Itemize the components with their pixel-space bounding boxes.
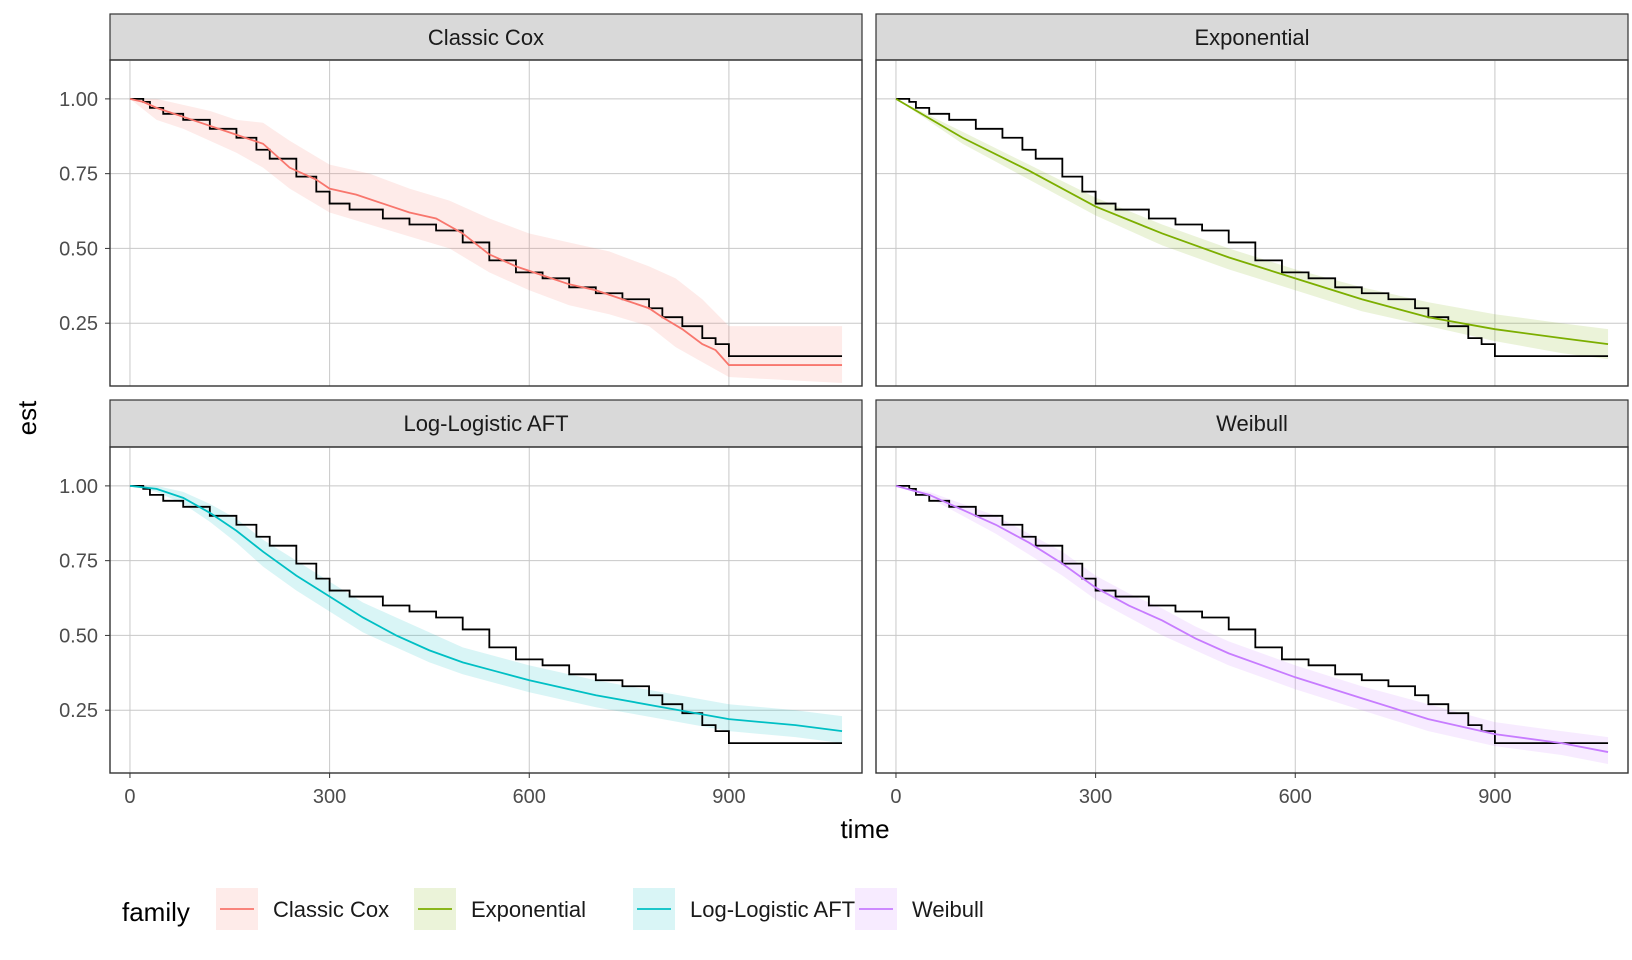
observed-km-line: [129, 97, 843, 357]
legend-title: family: [122, 897, 190, 927]
estimate-line: [129, 484, 843, 733]
confidence-band: [895, 98, 1609, 360]
estimate-line: [895, 485, 1609, 753]
observed-km-line: [895, 484, 1609, 744]
legend-item-log-logistic-aft: Log-Logistic AFT: [633, 888, 855, 930]
legend-label: Exponential: [471, 897, 586, 922]
panel-border: [875, 446, 1629, 774]
x-tick-label: 0: [124, 786, 135, 808]
y-tick-label: 0.25: [59, 313, 98, 335]
panel-strip-label: Classic Cox: [428, 25, 544, 50]
y-axis-title: est: [12, 400, 42, 435]
legend-item-weibull: Weibull: [855, 888, 984, 930]
y-tick-label: 1.00: [59, 476, 98, 498]
y-tick-label: 0.50: [59, 625, 98, 647]
panels-layer: Classic Cox Exponential Log-Logistic AFT We…: [109, 13, 1629, 774]
x-tick-label: 300: [313, 786, 346, 808]
y-tick-label: 0.50: [59, 238, 98, 260]
estimate-line: [129, 98, 843, 366]
observed-km-line: [129, 484, 843, 744]
panel-strip: [109, 399, 863, 448]
x-tick-label: 300: [1079, 786, 1112, 808]
x-tick-label: 600: [1279, 786, 1312, 808]
x-axis-title: time: [840, 814, 889, 844]
panel-log-logistic-aft: Log-Logistic AFT: [109, 399, 863, 774]
legend-label: Classic Cox: [273, 897, 389, 922]
panel-classic-cox: Classic Cox: [109, 13, 863, 387]
y-tick-label: 0.75: [59, 551, 98, 573]
panel-exponential: Exponential: [875, 13, 1629, 387]
panel-weibull: Weibull: [875, 399, 1629, 774]
legend-item-classic-cox: Classic Cox: [216, 888, 389, 930]
y-tick-label: 1.00: [59, 89, 98, 111]
confidence-band: [895, 485, 1609, 765]
confidence-band: [129, 98, 843, 384]
observed-km-line: [895, 97, 1609, 357]
axes-layer: 0.25 0.50 0.75 1.00 0.25 0.50 0.75 1.00 0 300 600 9…: [59, 89, 1512, 808]
panel-strip-label: Weibull: [1216, 411, 1288, 436]
panel-border: [875, 59, 1629, 387]
panel-strip-label: Log-Logistic AFT: [403, 411, 568, 436]
panel-border: [109, 446, 863, 774]
panel-strip: [109, 13, 863, 61]
confidence-band: [129, 485, 843, 744]
x-tick-label: 900: [1478, 786, 1511, 808]
y-tick-label: 0.25: [59, 700, 98, 722]
legend-label: Log-Logistic AFT: [690, 897, 855, 922]
x-tick-label: 0: [890, 786, 901, 808]
panel-strip: [875, 399, 1629, 448]
x-tick-label: 900: [712, 786, 745, 808]
legend-label: Weibull: [912, 897, 984, 922]
estimate-line: [895, 98, 1609, 346]
panel-strip: [875, 13, 1629, 61]
panel-strip-label: Exponential: [1195, 25, 1310, 50]
x-tick-label: 600: [513, 786, 546, 808]
legend: family Classic Cox Exponential Log-Logisti…: [122, 888, 984, 930]
panel-border: [109, 59, 863, 387]
legend-item-exponential: Exponential: [414, 888, 586, 930]
y-tick-label: 0.75: [59, 164, 98, 186]
